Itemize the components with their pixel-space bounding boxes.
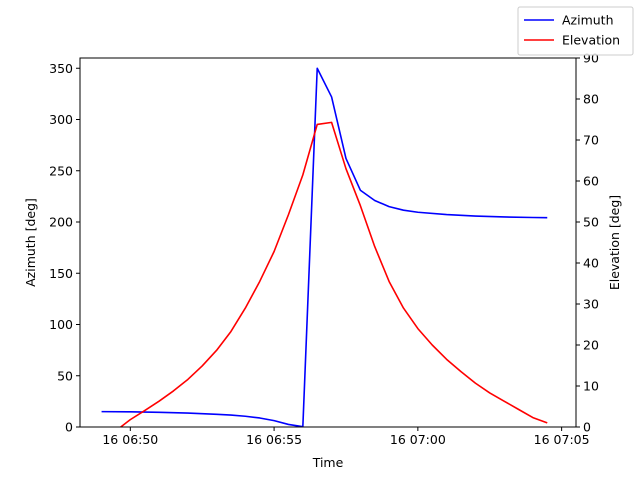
legend-label-azimuth: Azimuth — [562, 13, 614, 28]
left-y-tick-label: 0 — [65, 420, 73, 435]
legend-label-elevation: Elevation — [562, 33, 620, 48]
x-axis-label: Time — [312, 455, 344, 470]
legend: Azimuth Elevation — [517, 6, 634, 56]
right-y-tick-label: 50 — [583, 215, 599, 230]
right-y-axis-label: Elevation [deg] — [607, 195, 622, 290]
x-axis-ticks: 16 06:50 16 06:55 16 07:00 16 07:05 — [102, 427, 590, 447]
right-y-tick-label: 0 — [583, 420, 591, 435]
right-y-tick-label: 80 — [583, 92, 599, 107]
left-y-axis-ticks: 0 50 100 150 200 250 300 350 — [49, 61, 80, 435]
series-line-elevation — [120, 121, 548, 428]
right-y-tick-label: 10 — [583, 379, 599, 394]
left-y-tick-label: 350 — [49, 61, 73, 76]
right-y-tick-label: 70 — [583, 133, 599, 148]
left-y-tick-label: 150 — [49, 266, 73, 281]
left-y-tick-label: 50 — [57, 368, 73, 383]
x-tick-label: 16 06:55 — [246, 432, 302, 447]
right-y-tick-label: 20 — [583, 338, 599, 353]
right-y-tick-label: 40 — [583, 256, 599, 271]
left-y-tick-label: 200 — [49, 215, 73, 230]
left-y-axis-label: Azimuth [deg] — [23, 198, 38, 287]
x-tick-label: 16 06:50 — [102, 432, 158, 447]
left-y-tick-label: 100 — [49, 317, 73, 332]
x-tick-label: 16 07:00 — [390, 432, 446, 447]
left-y-tick-label: 250 — [49, 163, 73, 178]
series-line-azimuth — [101, 67, 548, 428]
x-tick-label: 16 07:05 — [534, 432, 590, 447]
right-y-tick-label: 30 — [583, 297, 599, 312]
plot-frame — [79, 57, 577, 428]
legend-box — [517, 6, 634, 56]
left-y-tick-label: 300 — [49, 112, 73, 127]
right-y-tick-label: 60 — [583, 174, 599, 189]
plot-lines — [101, 67, 548, 428]
